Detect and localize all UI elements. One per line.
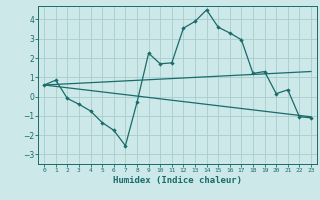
X-axis label: Humidex (Indice chaleur): Humidex (Indice chaleur) xyxy=(113,176,242,185)
